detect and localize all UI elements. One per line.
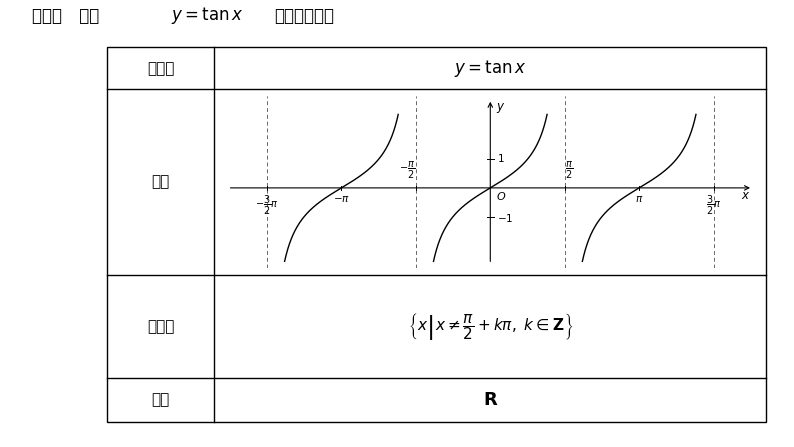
Text: $y=\tan x$: $y=\tan x$ xyxy=(454,58,526,79)
Text: $-\dfrac{\pi}{2}$: $-\dfrac{\pi}{2}$ xyxy=(399,160,416,181)
Text: $\dfrac{3}{2}\pi$: $\dfrac{3}{2}\pi$ xyxy=(706,194,721,217)
Text: $y$: $y$ xyxy=(496,101,505,115)
Text: $x$: $x$ xyxy=(741,190,750,202)
Text: 图象: 图象 xyxy=(152,175,170,190)
Text: $\pi$: $\pi$ xyxy=(635,194,643,204)
Text: $O$: $O$ xyxy=(496,190,507,202)
Bar xyxy=(107,47,766,422)
Text: $y=\tan x$: $y=\tan x$ xyxy=(171,5,243,26)
Text: $\left\{x\left|x\neq\dfrac{\pi}{2}+k\pi,\ k\in\mathbf{Z}\right.\right\}$: $\left\{x\left|x\neq\dfrac{\pi}{2}+k\pi,… xyxy=(407,311,573,342)
Text: 知识点   函数: 知识点 函数 xyxy=(32,7,99,25)
Text: $\dfrac{\pi}{2}$: $\dfrac{\pi}{2}$ xyxy=(565,160,573,181)
Text: $1$: $1$ xyxy=(497,152,505,164)
Text: $\mathbf{R}$: $\mathbf{R}$ xyxy=(483,391,498,409)
Text: $-\pi$: $-\pi$ xyxy=(333,194,350,204)
Text: 值域: 值域 xyxy=(152,392,170,408)
Text: 的图象与性质: 的图象与性质 xyxy=(274,7,334,25)
Text: $-\dfrac{3}{2}\pi$: $-\dfrac{3}{2}\pi$ xyxy=(255,194,279,217)
Text: 解析式: 解析式 xyxy=(147,61,175,76)
Text: $-1$: $-1$ xyxy=(497,212,514,224)
Text: 定义域: 定义域 xyxy=(147,319,175,334)
